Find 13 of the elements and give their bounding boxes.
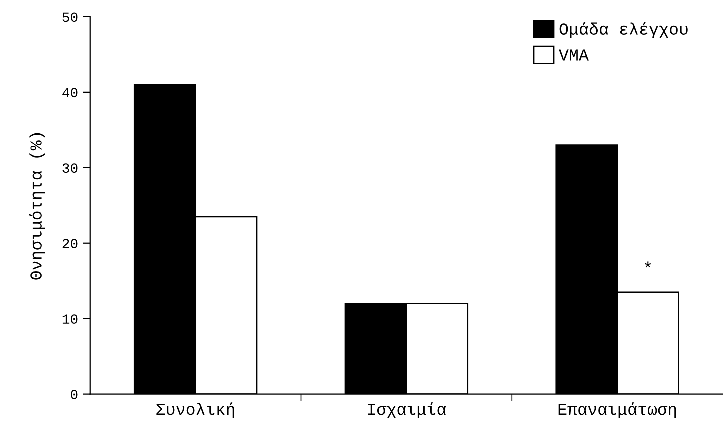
y-tick-label: 30	[62, 164, 78, 174]
y-axis-title: Θνησιμότητα (%)	[29, 133, 46, 280]
y-tick-label: 10	[62, 314, 78, 324]
x-tick-label: Συνολική	[156, 402, 234, 419]
x-tick-label: Επαναιμάτωση	[558, 402, 676, 419]
legend-label: Ομάδα ελέγχου	[560, 22, 688, 38]
legend-label: VMA	[559, 50, 589, 61]
y-tick-label: 50	[62, 12, 78, 22]
annotation: *	[645, 262, 652, 268]
y-tick-label: 40	[62, 88, 78, 98]
y-tick-label: 0	[71, 390, 78, 400]
y-tick-label: 20	[62, 239, 78, 249]
x-tick-label: Ισχαιμία	[368, 402, 446, 419]
